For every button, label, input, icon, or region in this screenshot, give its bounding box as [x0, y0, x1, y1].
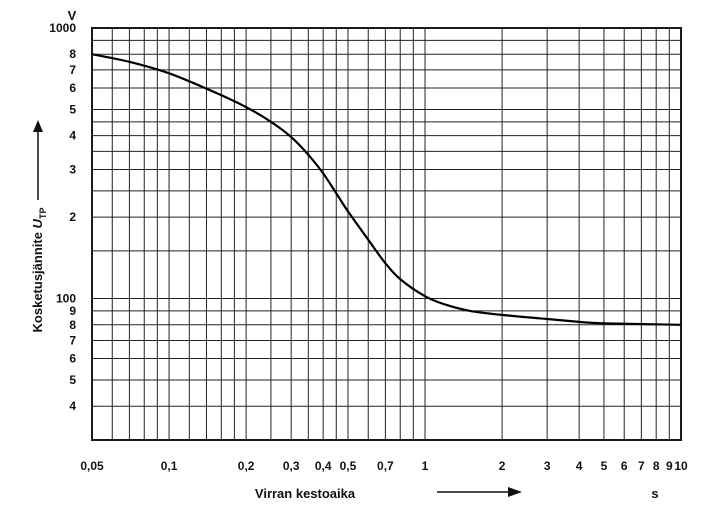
x-tick-label: 9 [666, 459, 673, 473]
x-axis-title: Virran kestoaika [255, 486, 356, 501]
y-tick-label: 8 [69, 47, 76, 61]
x-tick-label: 0,5 [340, 459, 357, 473]
x-tick-label: 1 [422, 459, 429, 473]
grid-lines [91, 27, 682, 441]
y-axis-title-var: U [30, 218, 45, 228]
x-tick-label: 0,05 [80, 459, 104, 473]
x-tick-label: 5 [601, 459, 608, 473]
y-tick-label: 2 [69, 210, 76, 224]
y-tick-label: 7 [69, 63, 76, 77]
y-axis-title-main: Kosketusjännite [30, 228, 45, 332]
y-tick-label: 6 [69, 352, 76, 366]
curve-group [91, 53, 682, 326]
x-tick-label: 6 [621, 459, 628, 473]
x-tick-label: 7 [638, 459, 645, 473]
x-axis-arrow-head [508, 487, 522, 497]
x-tick-labels: 0,05 0,1 0,2 0,3 0,4 0,5 0,7 1 2 3 4 5 6 7 8 9 10 [80, 459, 688, 473]
x-tick-label: 2 [499, 459, 506, 473]
y-tick-label: 5 [69, 102, 76, 116]
x-tick-label: 4 [576, 459, 583, 473]
y-tick-label: 8 [69, 318, 76, 332]
y-unit-label: V [68, 8, 77, 23]
plot-frame [91, 27, 682, 441]
y-axis-title-sub: TP [38, 208, 48, 220]
x-tick-label: 3 [544, 459, 551, 473]
y-tick-label: 4 [69, 129, 76, 143]
x-tick-label: 0,3 [283, 459, 300, 473]
y-tick-label: 3 [69, 162, 76, 176]
y-tick-label: 9 [69, 304, 76, 318]
x-unit-label: s [651, 486, 658, 501]
y-tick-label: 100 [56, 292, 76, 306]
y-axis-arrow-head [33, 120, 43, 132]
x-tick-label: 10 [674, 459, 688, 473]
y-tick-label: 6 [69, 81, 76, 95]
x-tick-label: 8 [653, 459, 660, 473]
x-tick-label: 0,2 [238, 459, 255, 473]
x-tick-label: 0,1 [161, 459, 178, 473]
touch-voltage-curve [91, 53, 682, 326]
x-tick-label: 0,7 [377, 459, 394, 473]
y-tick-label: 5 [69, 373, 76, 387]
y-tick-label: 1000 [49, 21, 76, 35]
y-axis-title: Kosketusjännite UTP [30, 208, 48, 333]
x-tick-label: 0,4 [315, 459, 332, 473]
y-tick-label: 7 [69, 333, 76, 347]
y-tick-label: 4 [69, 399, 76, 413]
